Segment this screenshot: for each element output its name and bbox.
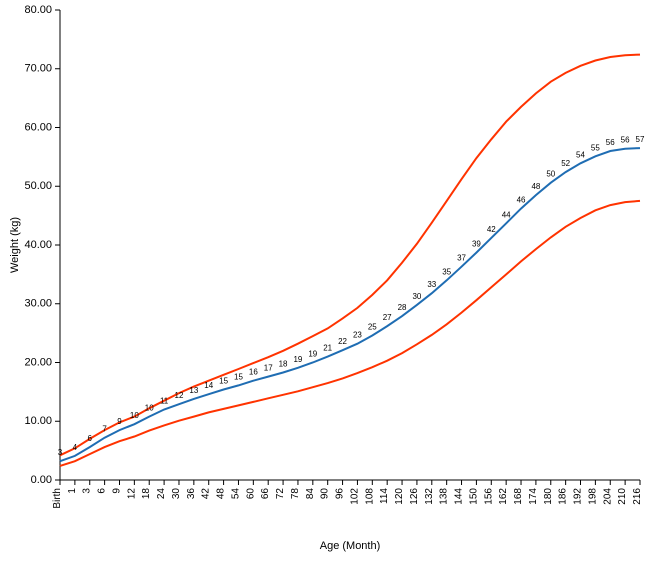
x-tick-label: 24 <box>156 488 167 500</box>
x-tick-label: 204 <box>602 488 613 505</box>
x-tick-label: 96 <box>335 488 346 500</box>
point-label: 9 <box>117 417 122 426</box>
point-label: 14 <box>204 381 213 390</box>
point-label: 3 <box>58 448 63 457</box>
point-label: 35 <box>442 267 451 276</box>
x-tick-label: 156 <box>483 488 494 505</box>
point-label: 37 <box>457 254 466 263</box>
x-tick-label: 78 <box>290 488 301 500</box>
point-label: 54 <box>576 150 585 159</box>
x-tick-label: 18 <box>141 488 152 500</box>
x-tick-label: 108 <box>364 488 375 505</box>
point-label: 50 <box>546 170 555 179</box>
point-label: 56 <box>621 136 630 145</box>
point-label: 30 <box>412 292 421 301</box>
x-tick-label: 36 <box>186 488 197 500</box>
y-tick-label: 80.00 <box>24 4 52 16</box>
point-label: 25 <box>368 322 377 331</box>
x-axis-title: Age (Month) <box>320 540 381 552</box>
y-axis-title: Weight (kg) <box>9 217 21 273</box>
x-tick-label: 84 <box>305 488 316 500</box>
x-tick-label: 114 <box>379 488 390 504</box>
x-tick-label: 12 <box>126 488 137 500</box>
point-label: 21 <box>323 344 332 353</box>
x-tick-label: 120 <box>394 488 405 505</box>
point-label: 7 <box>102 425 107 434</box>
point-label: 33 <box>427 280 436 289</box>
x-tick-label: 72 <box>275 488 286 500</box>
point-label: 19 <box>308 350 317 359</box>
x-tick-label: 102 <box>349 488 360 505</box>
x-tick-label: 9 <box>111 488 122 494</box>
point-label: 17 <box>264 364 273 373</box>
y-tick-label: 60.00 <box>24 121 52 133</box>
x-tick-label: 168 <box>513 488 524 505</box>
point-label: 52 <box>561 159 570 168</box>
point-label: 22 <box>338 337 347 346</box>
point-label: 19 <box>293 355 302 364</box>
point-label: 10 <box>145 404 154 413</box>
x-tick-label: 216 <box>632 488 643 505</box>
x-tick-label: 162 <box>498 488 509 505</box>
x-tick-label: 132 <box>424 488 435 505</box>
x-tick-label: 90 <box>320 488 331 500</box>
point-label: 44 <box>502 210 511 219</box>
x-tick-label: 150 <box>468 488 479 505</box>
y-tick-label: 40.00 <box>24 239 52 251</box>
point-label: 16 <box>249 368 258 377</box>
point-label: 27 <box>383 313 392 322</box>
y-tick-label: 70.00 <box>24 63 52 75</box>
point-label: 11 <box>160 397 169 406</box>
x-tick-label: 126 <box>409 488 420 505</box>
x-tick-label: 66 <box>260 488 271 500</box>
x-tick-label: 3 <box>82 488 93 494</box>
x-tick-label: 192 <box>573 488 584 505</box>
y-tick-label: 20.00 <box>24 356 52 368</box>
point-label: 10 <box>130 411 139 420</box>
point-label: 46 <box>517 196 526 205</box>
point-label: 18 <box>279 359 288 368</box>
point-label: 57 <box>636 135 645 144</box>
x-tick-label: 186 <box>558 488 569 505</box>
point-label: 55 <box>591 143 600 152</box>
point-label: 28 <box>398 303 407 312</box>
point-label: 12 <box>175 391 184 400</box>
x-tick-label: 6 <box>97 488 108 494</box>
point-label: 56 <box>606 138 615 147</box>
x-tick-label: 42 <box>201 488 212 500</box>
x-tick-label: 30 <box>171 488 182 500</box>
point-label: 39 <box>472 240 481 249</box>
x-tick-label: 210 <box>617 488 628 505</box>
x-tick-label: 60 <box>245 488 256 500</box>
y-tick-label: 10.00 <box>24 415 52 427</box>
point-label: 6 <box>88 434 93 443</box>
x-tick-label: 180 <box>543 488 554 505</box>
x-tick-label: 198 <box>587 488 598 505</box>
x-tick-label: 144 <box>454 488 465 505</box>
point-label: 48 <box>531 182 540 191</box>
x-tick-label: 138 <box>439 488 450 505</box>
point-label: 42 <box>487 225 496 234</box>
growth-chart: 0.00 10.00 20.00 30.00 40.00 50.00 60.00 70.00 8… <box>0 0 650 561</box>
y-tick-label: 0.00 <box>31 474 52 486</box>
x-tick-label: 1 <box>67 488 78 494</box>
point-label: 23 <box>353 331 362 340</box>
point-label: 13 <box>189 386 198 395</box>
point-label: 4 <box>73 443 78 452</box>
chart-svg: 0.00 10.00 20.00 30.00 40.00 50.00 60.00 70.00 8… <box>0 0 650 561</box>
point-label: 15 <box>219 377 228 386</box>
point-label: 15 <box>234 372 243 381</box>
x-tick-label: 48 <box>216 488 227 500</box>
x-tick-label: Birth <box>52 488 63 509</box>
x-tick-label: 54 <box>230 488 241 500</box>
x-tick-label: 174 <box>528 488 539 505</box>
y-tick-label: 30.00 <box>24 298 52 310</box>
y-tick-label: 50.00 <box>24 180 52 192</box>
